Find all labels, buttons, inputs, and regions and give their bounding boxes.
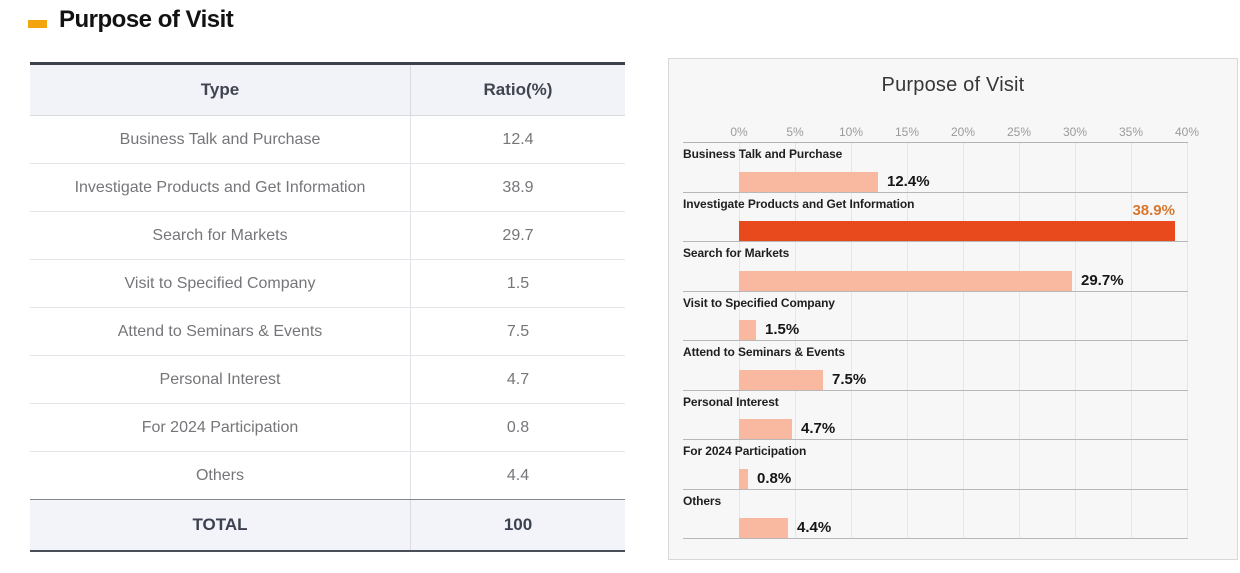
table-row: Personal Interest 4.7 <box>30 356 625 404</box>
table-row: Search for Markets 29.7 <box>30 212 625 260</box>
bar <box>739 171 878 192</box>
chart-panel: Purpose of Visit 0% 5% 10% 15% 20% 25% 30% 35% 4… <box>668 58 1238 560</box>
table-header-row: Type Ratio(%) <box>30 65 625 116</box>
gridline <box>795 143 796 539</box>
ratio-cell: 4.4 <box>506 466 530 484</box>
table-row: Business Talk and Purchase 12.4 <box>30 116 625 164</box>
bar-value-label: 29.7% <box>1081 271 1124 289</box>
category-label: Investigate Products and Get Information <box>683 196 915 211</box>
x-axis-tick-label: 0% <box>730 125 748 139</box>
type-cell: Search for Markets <box>30 212 411 259</box>
x-axis-tick-label: 5% <box>786 125 804 139</box>
bar <box>739 320 756 340</box>
chart-category-row: Others 4.4% <box>683 490 1188 539</box>
gridline <box>907 143 908 539</box>
type-cell: Business Talk and Purchase <box>30 116 411 163</box>
column-header-ratio: Ratio(%) <box>483 80 553 99</box>
gridline <box>1019 143 1020 539</box>
table-row: Others 4.4 <box>30 452 625 500</box>
ratio-cell: 12.4 <box>502 130 534 148</box>
bar-value-label: 4.7% <box>801 420 836 437</box>
x-axis-tick-label: 30% <box>1062 125 1088 139</box>
page-title: Purpose of Visit <box>59 6 234 33</box>
chart-category-row: For 2024 Participation 0.8% <box>683 440 1188 490</box>
gridline <box>1187 143 1188 539</box>
bar <box>739 221 1175 241</box>
bar-value-label: 38.9% <box>1132 202 1175 219</box>
chart-category-row: Investigate Products and Get Information… <box>683 193 1188 242</box>
chart-category-row: Personal Interest 4.7% <box>683 391 1188 440</box>
bar-value-label: 12.4% <box>887 172 930 190</box>
x-axis-tick-label: 40% <box>1174 125 1200 139</box>
bar <box>739 419 792 439</box>
category-label: Search for Markets <box>683 246 790 260</box>
category-label: Visit to Specified Company <box>683 295 835 310</box>
type-cell: Attend to Seminars & Events <box>30 308 411 355</box>
ratio-table: Type Ratio(%) Business Talk and Purchase… <box>30 62 625 552</box>
table-row: Investigate Products and Get Information… <box>30 164 625 212</box>
bar-value-label: 0.8% <box>757 469 792 487</box>
chart-title: Purpose of Visit <box>881 74 1025 96</box>
table-row: Visit to Specified Company 1.5 <box>30 260 625 308</box>
chart-x-axis: 0% 5% 10% 15% 20% 25% 30% 35% 40% <box>683 119 1199 141</box>
ratio-cell: 7.5 <box>506 322 530 340</box>
gridline <box>851 143 852 539</box>
x-axis-tick-label: 35% <box>1118 125 1144 139</box>
chart-category-row: Visit to Specified Company 1.5% <box>683 292 1188 341</box>
bar-value-label: 1.5% <box>765 321 800 338</box>
table-row: Attend to Seminars & Events 7.5 <box>30 308 625 356</box>
category-label: Others <box>683 493 722 508</box>
bar <box>739 518 788 538</box>
x-axis-tick-label: 15% <box>894 125 920 139</box>
gridline <box>963 143 964 539</box>
bar-value-label: 7.5% <box>832 370 867 388</box>
type-cell: Personal Interest <box>30 356 411 403</box>
bar <box>739 270 1072 291</box>
column-header-type: Type <box>30 65 411 115</box>
page-header: Purpose of Visit <box>28 6 234 34</box>
x-axis-tick-label: 25% <box>1006 125 1032 139</box>
chart-category-row: Attend to Seminars & Events 7.5% <box>683 341 1188 391</box>
total-label: TOTAL <box>30 500 411 550</box>
chart-category-row: Business Talk and Purchase 12.4% <box>683 143 1188 193</box>
category-label: Business Talk and Purchase <box>683 147 843 161</box>
type-cell: Others <box>30 452 411 499</box>
category-label: Attend to Seminars & Events <box>683 345 846 359</box>
type-cell: Investigate Products and Get Information <box>30 164 411 211</box>
table-total-row: TOTAL 100 <box>30 500 625 552</box>
chart-category-row: Search for Markets 29.7% <box>683 242 1188 292</box>
type-cell: Visit to Specified Company <box>30 260 411 307</box>
chart-plot-area: Business Talk and Purchase 12.4% Investiga… <box>683 142 1188 539</box>
category-label: Personal Interest <box>683 394 779 409</box>
table-row: For 2024 Participation 0.8 <box>30 404 625 452</box>
x-axis-tick-label: 20% <box>950 125 976 139</box>
x-axis-tick-label: 10% <box>838 125 864 139</box>
gridline <box>739 143 740 539</box>
ratio-cell: 1.5 <box>506 274 530 292</box>
ratio-cell: 4.7 <box>506 370 530 388</box>
dash-icon <box>28 20 47 28</box>
ratio-cell: 29.7 <box>502 226 534 244</box>
bar-value-label: 4.4% <box>797 519 832 536</box>
table-body: Business Talk and Purchase 12.4 Investigat… <box>30 116 625 500</box>
gridline <box>1075 143 1076 539</box>
bar <box>739 468 748 489</box>
category-label: For 2024 Participation <box>683 444 807 458</box>
total-value: 100 <box>503 515 533 534</box>
ratio-cell: 0.8 <box>506 418 530 436</box>
type-cell: For 2024 Participation <box>30 404 411 451</box>
bar <box>739 369 823 390</box>
ratio-cell: 38.9 <box>502 178 534 196</box>
gridline <box>1131 143 1132 539</box>
